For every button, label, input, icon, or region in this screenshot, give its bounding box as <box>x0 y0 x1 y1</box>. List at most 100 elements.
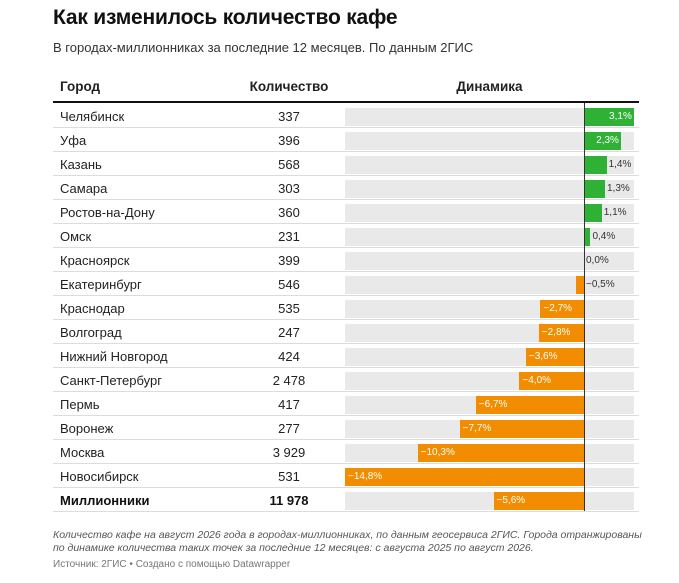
change-bar <box>519 372 584 390</box>
change-label: −10,3% <box>420 447 455 458</box>
row-divider <box>53 199 639 200</box>
row-divider <box>53 463 639 464</box>
change-bar <box>584 108 635 126</box>
change-bar <box>538 324 584 342</box>
row-divider <box>53 439 639 440</box>
change-bar <box>475 396 584 414</box>
chart-title: Как изменилось количество кафе <box>53 6 398 29</box>
bar-track: −14,8% <box>345 468 634 486</box>
city-name: Волгоград <box>60 325 122 340</box>
row-divider <box>53 295 639 296</box>
bar-track: −2,7% <box>345 300 634 318</box>
cafe-count: 399 <box>278 253 300 268</box>
table-row: Казань 568 1,4% <box>53 152 639 176</box>
change-bar <box>584 228 591 246</box>
table-row: Москва 3 929 −10,3% <box>53 440 639 464</box>
change-label: −5,6% <box>496 495 526 506</box>
table-row: Екатеринбург 546 −0,5% <box>53 272 639 296</box>
city-name: Ростов-на-Дону <box>60 205 155 220</box>
change-label: 1,3% <box>606 183 630 194</box>
header-city: Город <box>60 79 101 94</box>
bar-track: −10,3% <box>345 444 634 462</box>
row-divider <box>53 415 639 416</box>
total-row: Миллионники 11 978 −5,6% <box>53 488 639 512</box>
change-label: −0,5% <box>586 279 615 290</box>
city-name: Воронеж <box>60 421 114 436</box>
bar-track: 3,1% <box>345 108 635 126</box>
row-divider <box>53 343 639 344</box>
chart-subtitle: В городах-миллионниках за последние 12 м… <box>53 40 474 55</box>
change-bar <box>584 132 622 150</box>
table-row: Санкт-Петербург 2 478 −4,0% <box>53 368 639 392</box>
change-label: 0,0% <box>586 255 609 266</box>
row-divider <box>53 487 639 488</box>
cafe-count: 424 <box>278 349 300 364</box>
cafe-count: 531 <box>278 469 300 484</box>
cafe-count: 568 <box>278 157 300 172</box>
row-divider <box>53 511 639 512</box>
table-row: Красноярск 399 0,0% <box>53 248 639 272</box>
bar-track: 0,0% <box>345 252 634 270</box>
change-bar <box>584 156 607 174</box>
footnote: Количество кафе на август 2026 года в го… <box>53 529 642 554</box>
bar-track: −5,6% <box>345 492 634 510</box>
cafe-count: 3 929 <box>272 445 306 460</box>
city-name: Санкт-Петербург <box>60 373 162 388</box>
cafe-count: 277 <box>278 421 300 436</box>
cafe-count: 303 <box>278 181 300 196</box>
header-dynamics: Динамика <box>456 79 523 94</box>
cafe-count: 231 <box>278 229 300 244</box>
bar-track: −2,8% <box>345 324 634 342</box>
table-row: Омск 231 0,4% <box>53 224 639 248</box>
change-label: −7,7% <box>462 423 492 434</box>
change-label: −14,8% <box>348 471 383 482</box>
zero-line <box>584 103 585 511</box>
row-divider <box>53 175 639 176</box>
change-bar <box>540 300 584 318</box>
bar-track: −3,6% <box>345 348 634 366</box>
change-bar <box>584 204 602 222</box>
table-row: Пермь 417 −6,7% <box>53 392 639 416</box>
bar-track: 1,1% <box>345 204 634 222</box>
bar-track: 1,4% <box>345 156 634 174</box>
city-name: Пермь <box>60 397 100 412</box>
bar-track: 0,4% <box>345 228 634 246</box>
header-count: Количество <box>249 79 329 94</box>
table-row: Новосибирск 531 −14,8% <box>53 464 639 488</box>
change-label: −6,7% <box>478 399 508 410</box>
table-row: Ростов-на-Дону 360 1,1% <box>53 200 639 224</box>
change-label: 2,3% <box>596 135 619 146</box>
change-label: −4,0% <box>522 375 552 386</box>
bar-track: −6,7% <box>345 396 634 414</box>
cafe-count: 247 <box>278 325 300 340</box>
change-label: 0,4% <box>592 231 616 242</box>
change-label: 1,4% <box>608 159 632 170</box>
cafe-count: 337 <box>278 109 300 124</box>
city-name: Омск <box>60 229 92 244</box>
change-bar <box>493 492 584 510</box>
bar-track: 2,3% <box>345 132 634 150</box>
table-row: Краснодар 535 −2,7% <box>53 296 639 320</box>
row-divider <box>53 247 639 248</box>
city-name: Москва <box>60 445 105 460</box>
city-name: Казань <box>60 157 102 172</box>
city-name: Екатеринбург <box>60 277 142 292</box>
table-row: Уфа 396 2,3% <box>53 128 639 152</box>
change-bar <box>575 276 584 294</box>
city-name: Нижний Новгород <box>60 349 168 364</box>
change-bar <box>525 348 584 366</box>
row-divider <box>53 151 639 152</box>
row-divider <box>53 319 639 320</box>
change-label: 3,1% <box>609 111 632 122</box>
change-label: 1,1% <box>603 207 627 218</box>
change-bar <box>584 180 605 198</box>
table-row: Воронеж 277 −7,7% <box>53 416 639 440</box>
city-name: Краснодар <box>60 301 125 316</box>
row-divider <box>53 127 639 128</box>
cafe-count: 417 <box>278 397 300 412</box>
cafe-count: 396 <box>278 133 300 148</box>
cafe-count: 2 478 <box>272 373 306 388</box>
bar-track: −4,0% <box>345 372 634 390</box>
table-row: Волгоград 247 −2,8% <box>53 320 639 344</box>
cafe-count: 546 <box>278 277 300 292</box>
